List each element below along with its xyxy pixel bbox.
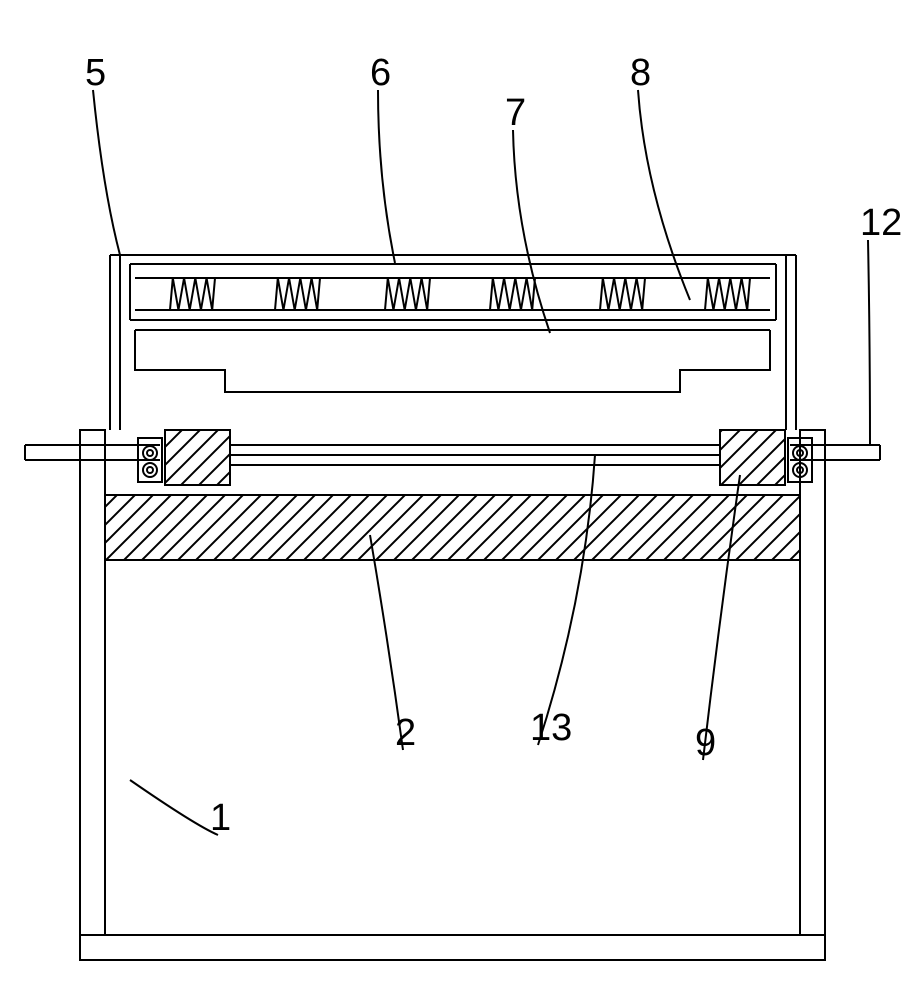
base-slab bbox=[105, 495, 800, 560]
spring-icon bbox=[490, 278, 535, 310]
clamp-level bbox=[25, 430, 880, 485]
leader-line-5 bbox=[93, 90, 120, 255]
label-5: 5 bbox=[85, 52, 106, 94]
label-2: 2 bbox=[395, 712, 416, 754]
leader-line-12 bbox=[868, 240, 870, 445]
leader-line-6 bbox=[378, 90, 395, 263]
leader-line-1 bbox=[130, 780, 218, 835]
outer-stand bbox=[80, 255, 825, 960]
label-7: 7 bbox=[505, 92, 526, 134]
leader-line-8 bbox=[638, 90, 690, 300]
spring-icon bbox=[385, 278, 430, 310]
label-12: 12 bbox=[860, 202, 902, 244]
spring-icon bbox=[275, 278, 320, 310]
spring-icon bbox=[170, 278, 215, 310]
top-assembly bbox=[110, 255, 796, 392]
spring-icon bbox=[705, 278, 750, 310]
diagram-canvas: 5 6 7 8 12 13 2 9 1 bbox=[0, 0, 906, 1000]
spring-icon bbox=[600, 278, 645, 310]
label-6: 6 bbox=[370, 52, 391, 94]
springs bbox=[170, 278, 750, 310]
label-8: 8 bbox=[630, 52, 651, 94]
label-9: 9 bbox=[695, 722, 716, 764]
label-13: 13 bbox=[530, 707, 572, 749]
label-1: 1 bbox=[210, 797, 231, 839]
